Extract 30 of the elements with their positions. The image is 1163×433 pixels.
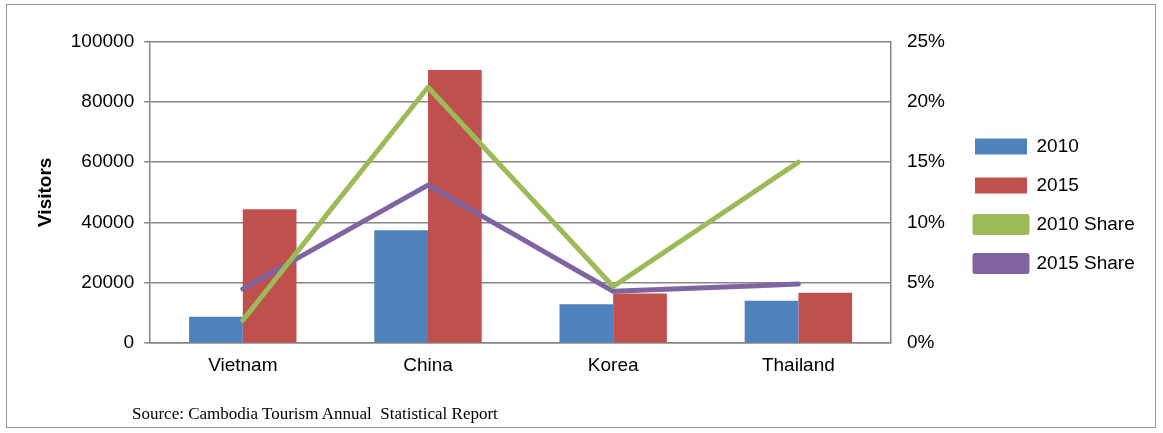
bar — [744, 300, 799, 343]
legend-label: 2015 — [1036, 173, 1079, 195]
y2-tick-label: 5% — [906, 271, 935, 293]
bar — [613, 293, 667, 343]
y2-tick-label: 25% — [906, 29, 946, 51]
bar — [427, 70, 482, 343]
source-note: Source: Cambodia Tourism Annual Statistical Report — [132, 404, 498, 424]
x-tick-label: Vietnam — [208, 353, 278, 375]
bar — [374, 230, 428, 343]
y2-tick-label: 20% — [906, 89, 946, 111]
y2-tick-label: 15% — [906, 150, 946, 172]
x-tick-label: Korea — [587, 353, 639, 375]
bar — [242, 209, 297, 343]
y2-tick-label: 0% — [906, 331, 935, 353]
bar — [798, 292, 853, 343]
y-tick-label: 0 — [123, 331, 135, 353]
bar — [189, 316, 243, 343]
legend-label: 2010 Share — [1036, 212, 1135, 234]
y-tick-label: 100000 — [70, 29, 135, 51]
legend-label: 2010 — [1036, 134, 1079, 156]
y-tick-label: 20000 — [81, 271, 135, 293]
y-tick-label: 80000 — [81, 89, 135, 111]
y-tick-label: 60000 — [81, 150, 135, 172]
y-axis-title: Visitors — [33, 157, 55, 227]
x-tick-label: China — [403, 353, 454, 375]
x-tick-label: Thailand — [761, 353, 835, 375]
bar — [559, 304, 614, 343]
y-tick-label: 40000 — [81, 210, 135, 232]
legend-label: 2015 Share — [1036, 251, 1135, 273]
y2-tick-label: 10% — [906, 210, 946, 232]
